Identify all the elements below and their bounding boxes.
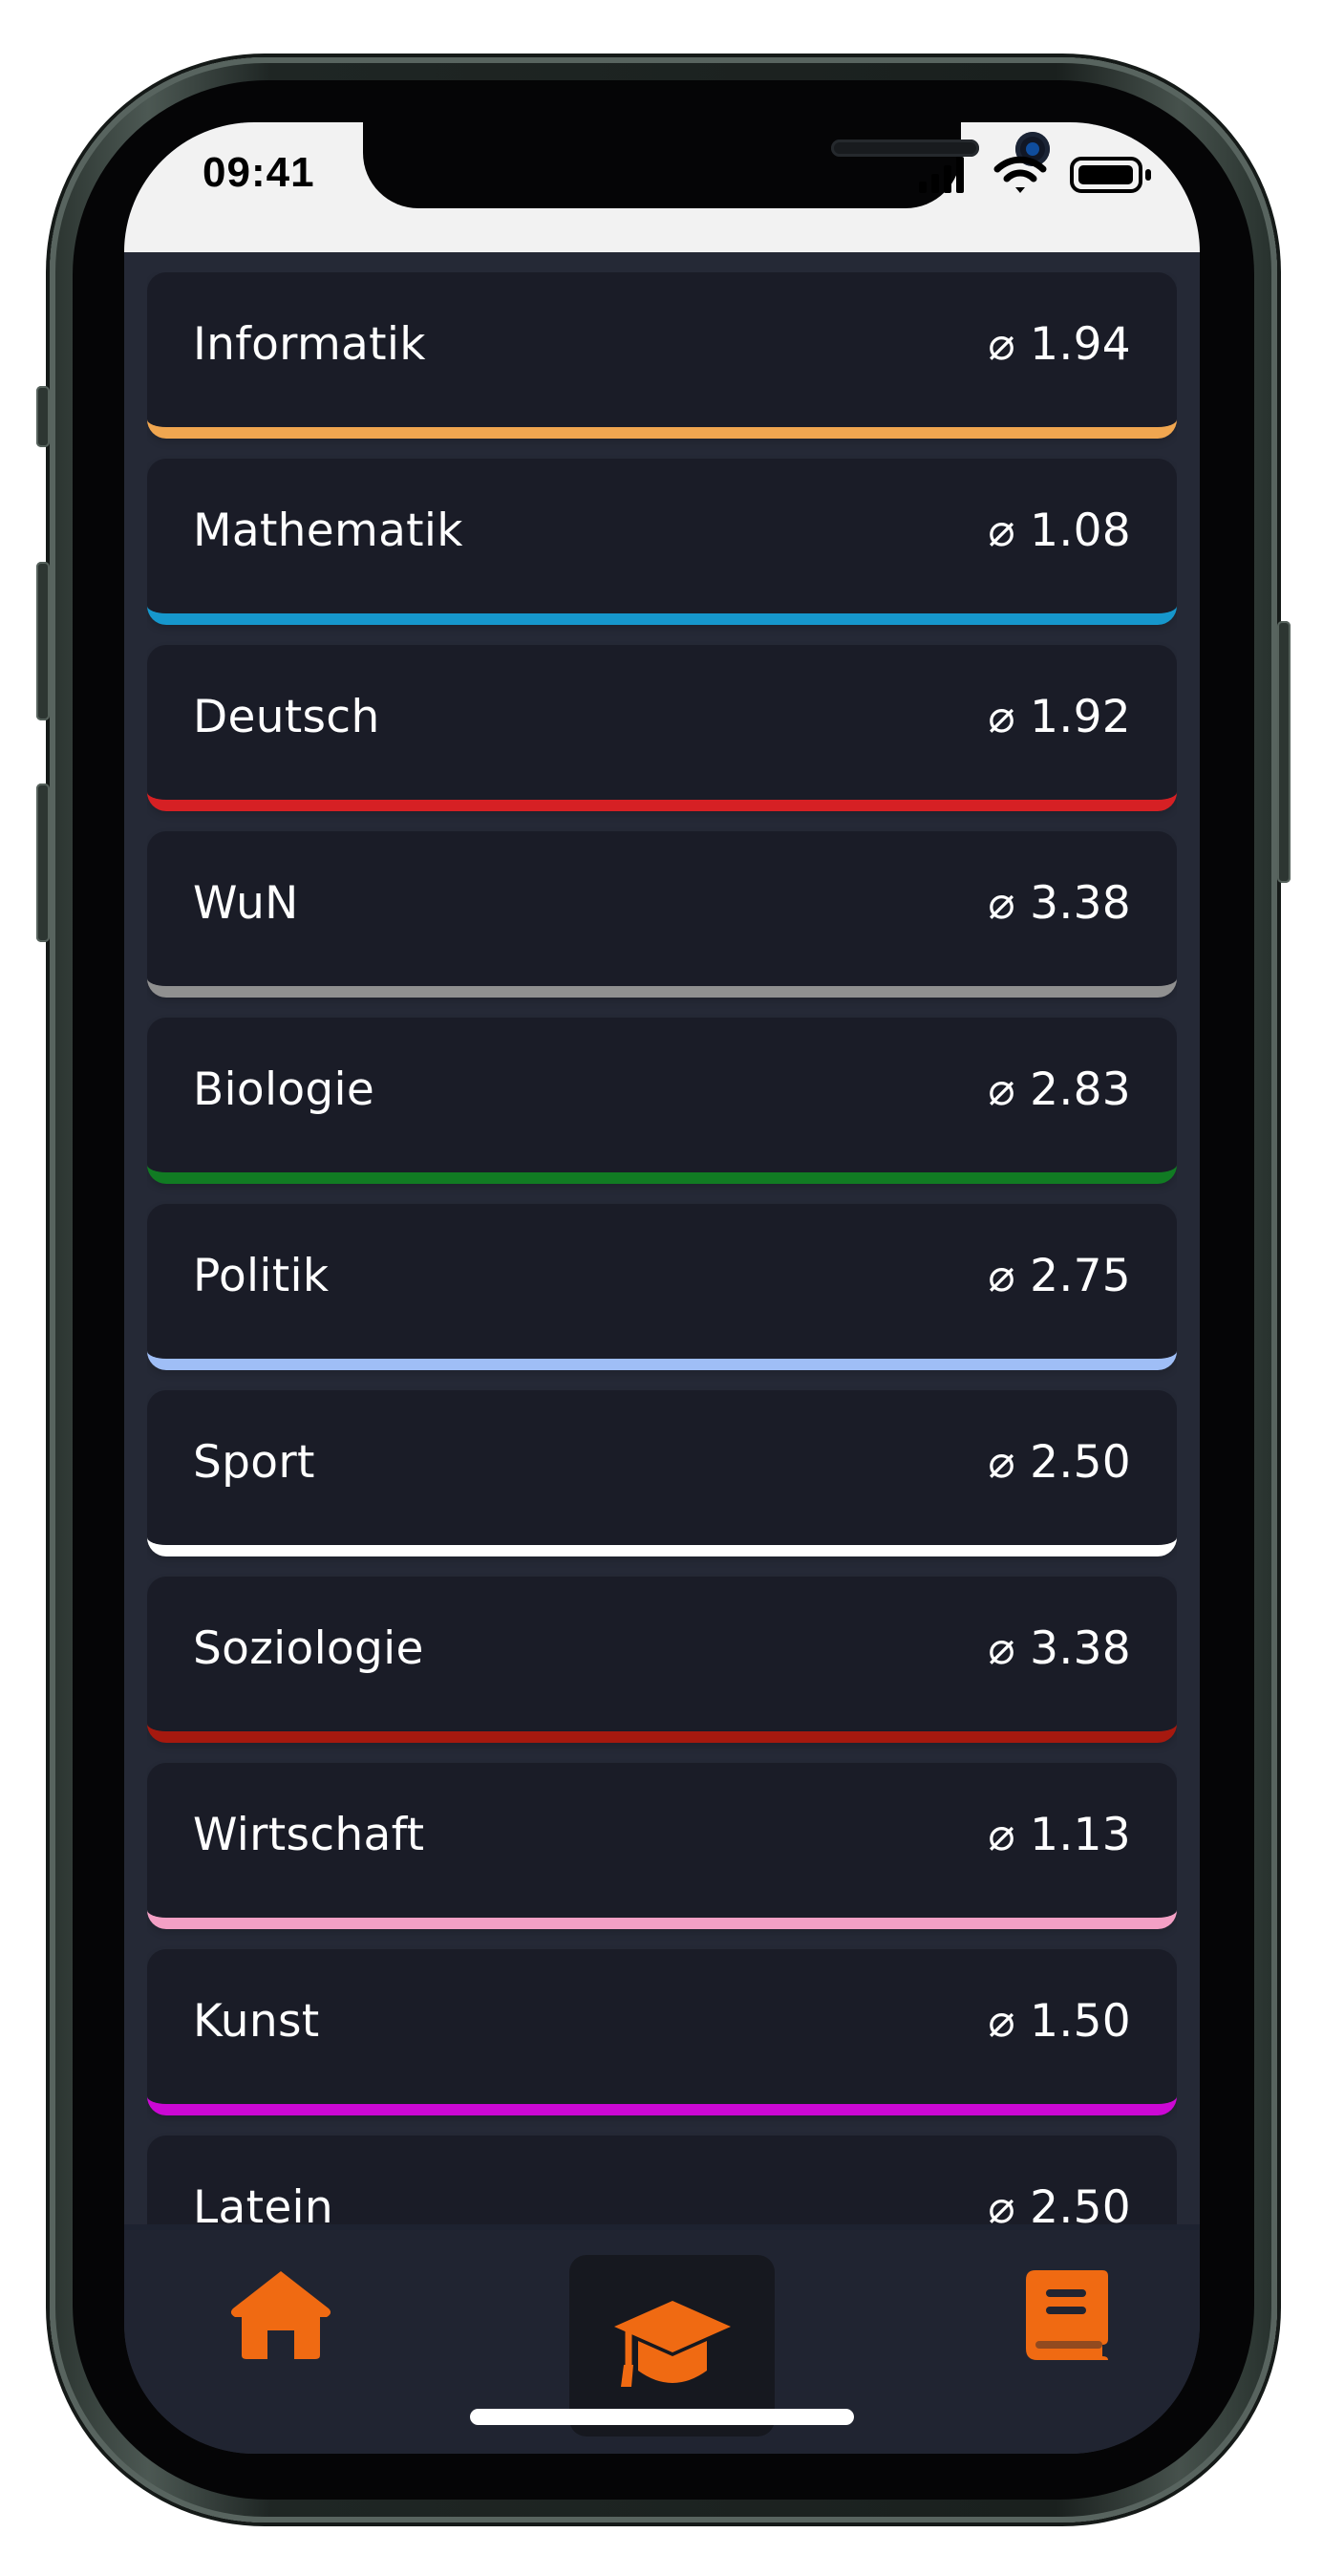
subject-name: Deutsch (193, 691, 380, 743)
home-icon (230, 2270, 331, 2359)
grade-average: ⌀ 1.08 (988, 504, 1131, 557)
camera-notch (363, 122, 1050, 208)
subject-name: Wirtschaft (193, 1809, 425, 1861)
mute-switch (36, 386, 50, 447)
grade-average: ⌀ 3.38 (988, 1622, 1131, 1675)
subject-name: Soziologie (193, 1622, 424, 1675)
battery-icon (1070, 157, 1151, 193)
grade-average: ⌀ 3.38 (988, 877, 1131, 930)
subject-card[interactable]: WuN ⌀ 3.38 (147, 831, 1177, 998)
subject-card[interactable]: Sport ⌀ 2.50 (147, 1390, 1177, 1556)
grades-tab[interactable] (569, 2255, 775, 2436)
subject-card[interactable]: Soziologie ⌀ 3.38 (147, 1577, 1177, 1743)
subject-list[interactable]: Informatik ⌀ 1.94 Mathematik ⌀ 1.08 Deut… (147, 272, 1177, 2224)
grade-average: ⌀ 1.94 (988, 318, 1131, 371)
grade-average: ⌀ 2.75 (988, 1250, 1131, 1302)
subject-name: Politik (193, 1250, 330, 1302)
book-icon (1025, 2269, 1108, 2360)
subject-card[interactable]: Biologie ⌀ 2.83 (147, 1018, 1177, 1184)
app-screen: 09:41 Informatik ⌀ 1.94 (124, 122, 1200, 2454)
status-time: 09:41 (203, 149, 315, 196)
subject-name: Mathematik (193, 504, 463, 557)
subject-card[interactable]: Deutsch ⌀ 1.92 (147, 645, 1177, 811)
subject-card[interactable]: Mathematik ⌀ 1.08 (147, 459, 1177, 625)
speaker-grille (831, 140, 979, 157)
grade-average: ⌀ 1.50 (988, 1995, 1131, 2048)
subject-card[interactable]: Politik ⌀ 2.75 (147, 1204, 1177, 1370)
volume-down-button (36, 784, 50, 942)
grade-average: ⌀ 1.13 (988, 1809, 1131, 1861)
grade-average: ⌀ 2.50 (988, 2181, 1131, 2224)
subject-name: Latein (193, 2181, 333, 2224)
cellular-signal-icon (919, 157, 964, 193)
wifi-icon (993, 156, 1047, 193)
subject-name: WuN (193, 877, 299, 930)
graduation-cap-icon (613, 2301, 731, 2387)
grade-average: ⌀ 1.92 (988, 691, 1131, 743)
home-tab[interactable] (178, 2230, 383, 2397)
subject-card[interactable]: Informatik ⌀ 1.94 (147, 272, 1177, 439)
subject-card[interactable]: Kunst ⌀ 1.50 (147, 1949, 1177, 2115)
status-icons (919, 156, 1151, 193)
grade-average: ⌀ 2.83 (988, 1063, 1131, 1116)
grade-average: ⌀ 2.50 (988, 1436, 1131, 1489)
subject-name: Kunst (193, 1995, 320, 2048)
subject-card[interactable]: Wirtschaft ⌀ 1.13 (147, 1763, 1177, 1929)
bottom-navigation (124, 2224, 1200, 2454)
subject-name: Informatik (193, 318, 426, 371)
status-bar: 09:41 (124, 122, 1200, 252)
subject-name: Biologie (193, 1063, 375, 1116)
volume-up-button (36, 562, 50, 720)
home-indicator[interactable] (470, 2409, 854, 2425)
book-tab[interactable] (963, 2230, 1168, 2397)
power-button (1277, 621, 1291, 883)
subject-card[interactable]: Latein ⌀ 2.50 (147, 2136, 1177, 2224)
subject-name: Sport (193, 1436, 315, 1489)
